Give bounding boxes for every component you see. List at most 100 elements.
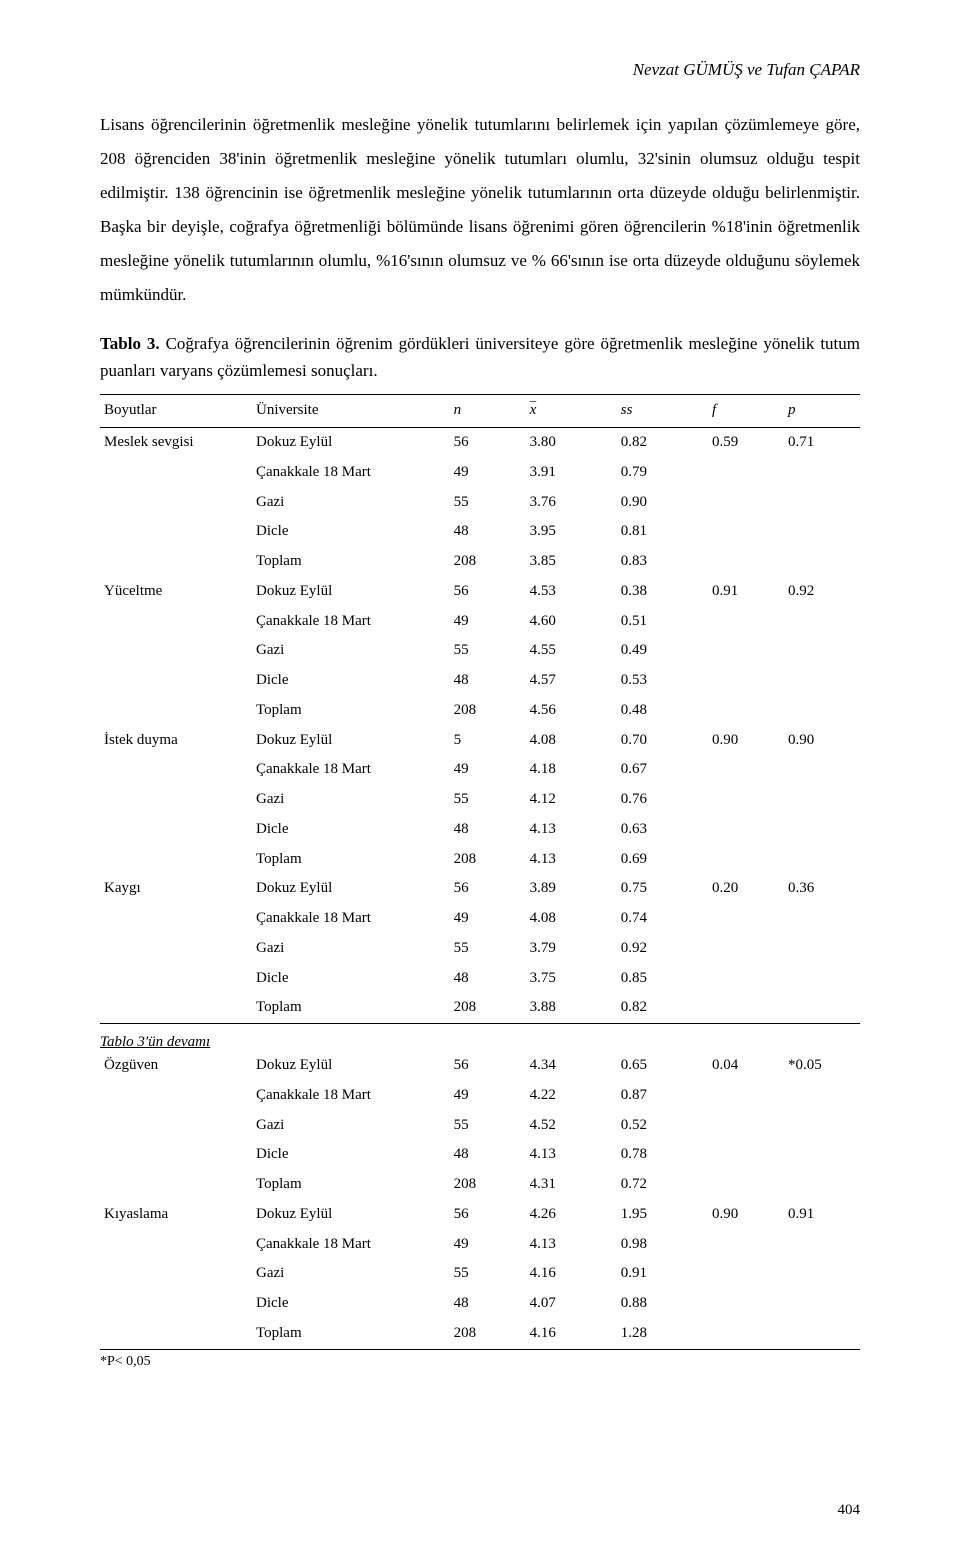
table-cell: 4.55 bbox=[526, 636, 617, 666]
table-cell: 55 bbox=[450, 934, 526, 964]
table-cell: 0.59 bbox=[708, 428, 784, 458]
table-cell: 0.90 bbox=[708, 1200, 784, 1230]
table-row: Gazi554.550.49 bbox=[100, 636, 860, 666]
table-cell: İstek duyma bbox=[100, 726, 252, 756]
table-cell bbox=[100, 785, 252, 815]
table-cell: 56 bbox=[450, 1051, 526, 1081]
table-cell: Dicle bbox=[252, 666, 450, 696]
table-cell: 49 bbox=[450, 755, 526, 785]
table-cell bbox=[708, 636, 784, 666]
table-cell: 0.90 bbox=[617, 488, 708, 518]
table-cell bbox=[708, 1259, 784, 1289]
table-caption: Tablo 3. Coğrafya öğrencilerinin öğrenim… bbox=[100, 330, 860, 384]
table-cell: Çanakkale 18 Mart bbox=[252, 1230, 450, 1260]
table-cell: Toplam bbox=[252, 993, 450, 1023]
table-cell bbox=[784, 488, 860, 518]
table-cell: 3.85 bbox=[526, 547, 617, 577]
table-cell: Toplam bbox=[252, 547, 450, 577]
table-cell bbox=[708, 1230, 784, 1260]
table-row: Gazi554.160.91 bbox=[100, 1259, 860, 1289]
table-cell: 49 bbox=[450, 458, 526, 488]
table-cell: 0.04 bbox=[708, 1051, 784, 1081]
table-caption-text: Coğrafya öğrencilerinin öğrenim gördükle… bbox=[100, 334, 860, 380]
table-cell: Çanakkale 18 Mart bbox=[252, 607, 450, 637]
table-cell bbox=[100, 755, 252, 785]
table-caption-label: Tablo 3. bbox=[100, 334, 160, 353]
table-cell bbox=[100, 547, 252, 577]
table-cell bbox=[784, 934, 860, 964]
table-cell bbox=[784, 1230, 860, 1260]
table-cell bbox=[784, 993, 860, 1023]
table-cell: Dicle bbox=[252, 517, 450, 547]
table-cell bbox=[784, 1319, 860, 1349]
table-row: Dicle484.570.53 bbox=[100, 666, 860, 696]
table-cell: 56 bbox=[450, 428, 526, 458]
table-cell: 56 bbox=[450, 577, 526, 607]
table-cell: 4.26 bbox=[526, 1200, 617, 1230]
table-cell: 0.91 bbox=[784, 1200, 860, 1230]
table-cell bbox=[784, 964, 860, 994]
table-cell bbox=[100, 934, 252, 964]
table-cell: 3.89 bbox=[526, 874, 617, 904]
table-cell: 56 bbox=[450, 1200, 526, 1230]
table-cell bbox=[708, 1319, 784, 1349]
table-cell bbox=[100, 964, 252, 994]
body-paragraph: Lisans öğrencilerinin öğretmenlik mesleğ… bbox=[100, 108, 860, 312]
table-cell bbox=[784, 785, 860, 815]
table-cell: Toplam bbox=[252, 1319, 450, 1349]
table-cell bbox=[708, 993, 784, 1023]
table-row: Dicle483.750.85 bbox=[100, 964, 860, 994]
table-cell bbox=[100, 1140, 252, 1170]
table-row: Çanakkale 18 Mart494.600.51 bbox=[100, 607, 860, 637]
table-row: Gazi553.760.90 bbox=[100, 488, 860, 518]
table-row: Toplam2084.130.69 bbox=[100, 845, 860, 875]
table-cell: 0.83 bbox=[617, 547, 708, 577]
table-cell: 4.22 bbox=[526, 1081, 617, 1111]
table-cell bbox=[784, 547, 860, 577]
table-cell bbox=[708, 785, 784, 815]
table-cell: 208 bbox=[450, 993, 526, 1023]
table-cell bbox=[100, 845, 252, 875]
table-cell bbox=[784, 607, 860, 637]
table-cell bbox=[100, 815, 252, 845]
table-cell bbox=[708, 904, 784, 934]
running-head: Nevzat GÜMÜŞ ve Tufan ÇAPAR bbox=[100, 60, 860, 80]
table-cell: 0.82 bbox=[617, 993, 708, 1023]
table-cell: 4.16 bbox=[526, 1259, 617, 1289]
table-cell bbox=[100, 1081, 252, 1111]
table-cell: 0.74 bbox=[617, 904, 708, 934]
col-n: n bbox=[450, 395, 526, 428]
table-cell: 55 bbox=[450, 1111, 526, 1141]
table-cell bbox=[784, 517, 860, 547]
table-cell: 48 bbox=[450, 964, 526, 994]
table-cell: 0.91 bbox=[708, 577, 784, 607]
table-cell: 208 bbox=[450, 547, 526, 577]
table-cell bbox=[100, 607, 252, 637]
table-cell: 208 bbox=[450, 696, 526, 726]
table-cell: 55 bbox=[450, 636, 526, 666]
table-row: Toplam2084.560.48 bbox=[100, 696, 860, 726]
col-ss: ss bbox=[617, 395, 708, 428]
table-cell: 5 bbox=[450, 726, 526, 756]
table-cell: 4.52 bbox=[526, 1111, 617, 1141]
table-cell: 49 bbox=[450, 607, 526, 637]
table-cell bbox=[784, 1081, 860, 1111]
table-cell: Kıyaslama bbox=[100, 1200, 252, 1230]
table-cell: 4.13 bbox=[526, 845, 617, 875]
table-row: Çanakkale 18 Mart494.220.87 bbox=[100, 1081, 860, 1111]
table-cell bbox=[708, 934, 784, 964]
table-row: İstek duymaDokuz Eylül54.080.700.900.90 bbox=[100, 726, 860, 756]
table-cell bbox=[100, 1170, 252, 1200]
table-cell: 3.88 bbox=[526, 993, 617, 1023]
table-cell bbox=[708, 517, 784, 547]
table-cell: 4.13 bbox=[526, 1230, 617, 1260]
table-cell: Çanakkale 18 Mart bbox=[252, 755, 450, 785]
table-cell: 0.71 bbox=[784, 428, 860, 458]
table-cell: 48 bbox=[450, 1140, 526, 1170]
table-cell bbox=[100, 1111, 252, 1141]
table-cell: 3.75 bbox=[526, 964, 617, 994]
table-cell bbox=[784, 1140, 860, 1170]
table-cell: Özgüven bbox=[100, 1051, 252, 1081]
table-cell bbox=[100, 1289, 252, 1319]
table-cell bbox=[708, 755, 784, 785]
